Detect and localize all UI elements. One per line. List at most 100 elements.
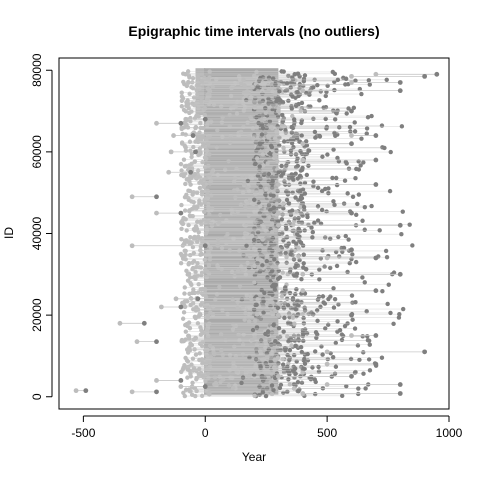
interval-start-point bbox=[202, 200, 207, 205]
interval-start-point bbox=[251, 246, 257, 251]
interval-end-point bbox=[244, 243, 249, 248]
interval-end-point bbox=[355, 343, 361, 348]
interval-start-point bbox=[275, 247, 281, 253]
interval-start-point bbox=[183, 322, 188, 328]
interval-end-point bbox=[340, 333, 346, 339]
interval-end-point bbox=[349, 141, 354, 147]
interval-start-point bbox=[324, 382, 330, 387]
interval-end-point bbox=[178, 304, 184, 310]
interval-end-point bbox=[276, 361, 281, 366]
interval-end-point bbox=[359, 91, 364, 97]
interval-start-point bbox=[200, 361, 205, 366]
interval-start-point bbox=[236, 332, 241, 337]
interval-end-point bbox=[320, 294, 326, 299]
interval-end-point bbox=[263, 192, 268, 197]
interval-start-point bbox=[193, 269, 198, 275]
interval-start-point bbox=[181, 125, 187, 130]
interval-start-point bbox=[266, 135, 271, 140]
interval-start-point bbox=[181, 157, 187, 162]
interval-end-point bbox=[266, 347, 272, 352]
interval-end-point bbox=[295, 303, 301, 308]
interval-start-point bbox=[197, 133, 202, 138]
interval-end-point bbox=[272, 257, 277, 262]
interval-start-point bbox=[209, 223, 215, 229]
interval-start-point bbox=[300, 141, 306, 147]
interval-end-point bbox=[259, 287, 264, 293]
interval-end-point bbox=[245, 178, 251, 184]
interval-end-point bbox=[349, 247, 354, 253]
interval-end-point bbox=[296, 215, 301, 221]
interval-start-point bbox=[245, 120, 250, 125]
interval-end-point bbox=[361, 160, 366, 165]
interval-start-point bbox=[195, 307, 201, 312]
interval-start-point bbox=[300, 391, 306, 396]
interval-start-point bbox=[204, 156, 209, 161]
interval-end-point bbox=[360, 275, 365, 280]
interval-start-point bbox=[287, 382, 293, 387]
interval-start-point bbox=[194, 113, 199, 119]
interval-end-point bbox=[295, 312, 301, 317]
interval-end-point bbox=[326, 322, 331, 327]
interval-end-point bbox=[355, 201, 360, 207]
interval-end-point bbox=[315, 318, 320, 324]
interval-end-point bbox=[319, 188, 325, 194]
interval-start-point bbox=[300, 271, 306, 277]
interval-end-point bbox=[302, 356, 307, 362]
interval-end-point bbox=[340, 249, 345, 254]
interval-start-point bbox=[154, 120, 159, 126]
interval-start-point bbox=[260, 237, 265, 242]
interval-end-point bbox=[382, 145, 387, 151]
interval-end-point bbox=[275, 188, 280, 194]
interval-end-point bbox=[301, 252, 306, 257]
interval-start-point bbox=[187, 253, 193, 258]
interval-start-point bbox=[266, 86, 271, 92]
interval-end-point bbox=[343, 76, 349, 81]
interval-start-point bbox=[275, 312, 281, 318]
interval-end-point bbox=[270, 268, 275, 273]
interval-start-point bbox=[243, 205, 248, 210]
interval-start-point bbox=[193, 224, 199, 229]
interval-end-point bbox=[299, 167, 305, 172]
interval-end-point bbox=[301, 265, 306, 270]
interval-start-point bbox=[273, 309, 278, 314]
interval-end-point bbox=[252, 197, 257, 203]
interval-start-point bbox=[240, 352, 246, 357]
interval-end-point bbox=[154, 339, 159, 345]
interval-start-point bbox=[197, 357, 202, 363]
interval-start-point bbox=[179, 369, 184, 375]
interval-start-point bbox=[195, 82, 201, 87]
interval-start-point bbox=[270, 300, 275, 305]
interval-start-point bbox=[154, 378, 159, 383]
interval-start-point bbox=[183, 145, 188, 150]
interval-end-point bbox=[301, 261, 306, 266]
interval-end-point bbox=[251, 237, 257, 243]
interval-end-point bbox=[373, 157, 379, 163]
interval-start-point bbox=[134, 339, 140, 345]
interval-start-point bbox=[349, 133, 354, 138]
interval-start-point bbox=[187, 91, 192, 96]
interval-start-point bbox=[197, 351, 202, 356]
interval-end-point bbox=[400, 306, 406, 312]
interval-end-point bbox=[385, 301, 390, 307]
interval-end-point bbox=[354, 212, 359, 218]
interval-end-point bbox=[358, 163, 363, 168]
y-axis-label: ID bbox=[2, 227, 16, 239]
interval-end-point bbox=[341, 201, 347, 206]
y-tick-label: 20000 bbox=[30, 298, 44, 332]
interval-end-point bbox=[333, 364, 339, 369]
interval-end-point bbox=[399, 124, 405, 129]
interval-end-point bbox=[275, 305, 281, 311]
interval-end-point bbox=[302, 191, 308, 196]
interval-start-point bbox=[186, 79, 191, 85]
interval-start-point bbox=[198, 150, 203, 155]
interval-end-point bbox=[273, 82, 278, 87]
interval-start-point bbox=[196, 281, 201, 287]
interval-end-point bbox=[292, 216, 298, 221]
interval-end-point bbox=[293, 264, 298, 270]
interval-start-point bbox=[183, 257, 188, 262]
interval-start-point bbox=[182, 164, 188, 169]
interval-start-point bbox=[246, 213, 251, 218]
interval-start-point bbox=[179, 90, 184, 95]
interval-end-point bbox=[312, 377, 317, 382]
interval-end-point bbox=[298, 181, 303, 186]
